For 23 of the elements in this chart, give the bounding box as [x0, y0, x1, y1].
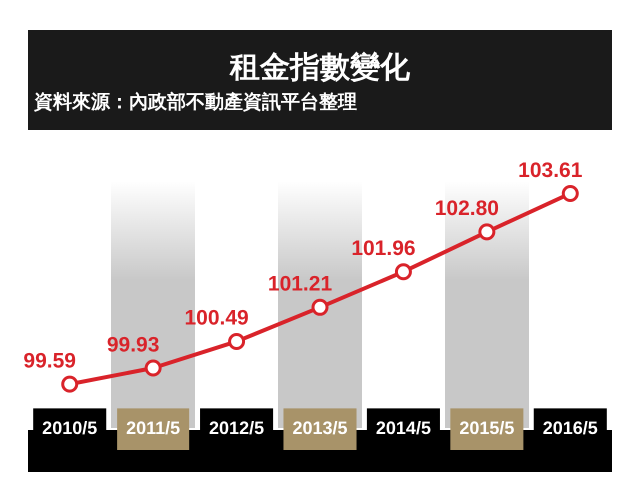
point	[562, 184, 579, 202]
point	[478, 223, 496, 240]
source-note: 資料來源：內政部不動產資訊平台整理	[33, 90, 358, 115]
data-label: 101.96	[351, 237, 416, 260]
x-tick-label: 2010/5	[42, 418, 98, 438]
x-tick-label: 2014/5	[376, 418, 431, 438]
point	[312, 298, 328, 316]
x-tick-label: 2015/5	[459, 418, 514, 438]
data-label: 100.49	[184, 306, 249, 330]
x-tick-label: 2013/5	[292, 418, 348, 438]
data-label: 102.80	[434, 197, 499, 220]
x-tick-label: 2011/5	[126, 418, 180, 438]
x-tick-label: 2016/5	[542, 418, 598, 438]
point	[228, 332, 246, 350]
point	[61, 376, 78, 393]
point	[144, 360, 162, 377]
data-label: 99.59	[23, 349, 76, 372]
data-label: 99.93	[106, 333, 160, 356]
data-label: 103.61	[518, 158, 583, 182]
chart-title: 租金指數變化	[228, 49, 411, 87]
x-tick-label: 2012/5	[209, 418, 264, 438]
data-label: 101.21	[268, 272, 332, 296]
point	[394, 263, 412, 280]
